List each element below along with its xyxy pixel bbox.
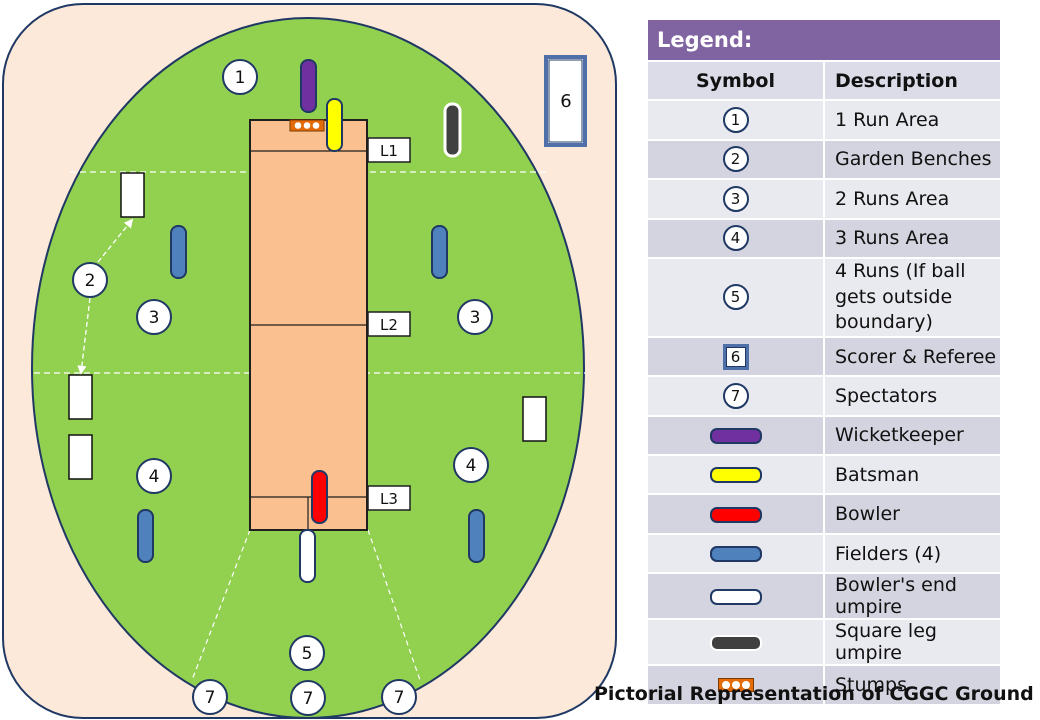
ground-diagram: L1 L2 L3 6 1 2 3 3 4 — [2, 3, 617, 719]
legend-row: Bowler — [648, 494, 1000, 535]
bowler-symbol — [709, 506, 762, 523]
area-marker-5: 5 — [289, 635, 325, 671]
legend-description: Wicketkeeper — [824, 415, 1000, 457]
garden-bench — [68, 434, 93, 480]
legend-description: Garden Benches — [824, 139, 1000, 181]
area-marker-3-right: 3 — [457, 299, 493, 335]
line-label-l3: L3 — [380, 490, 398, 508]
legend-description: Stumps — [824, 665, 1000, 706]
scorer-label: 6 — [560, 91, 571, 112]
legend-title: Legend: — [648, 20, 1000, 62]
legend-row: 7 Spectators — [648, 376, 1000, 417]
area-1-symbol: 1 — [722, 107, 749, 134]
legend-row: 5 4 Runs (If ball gets outside boundary) — [648, 257, 1000, 338]
bowler — [311, 470, 328, 524]
line-label-box-l2 — [367, 311, 411, 337]
scorer-symbol: 6 — [722, 343, 749, 370]
area-7-symbol: 7 — [722, 382, 749, 409]
area-marker-1: 1 — [222, 59, 258, 95]
legend-row: 2 Garden Benches — [648, 139, 1000, 181]
fielder — [431, 225, 448, 279]
area-marker-7-right: 7 — [381, 679, 417, 715]
legend-row: 3 2 Runs Area — [648, 179, 1000, 220]
legend-description: 1 Run Area — [824, 100, 1000, 141]
svg-text:1: 1 — [235, 68, 246, 88]
legend-row: 6 Scorer & Referee — [648, 336, 1000, 378]
garden-bench — [68, 374, 93, 420]
line-label-l2: L2 — [380, 316, 398, 334]
svg-text:5: 5 — [302, 644, 313, 664]
legend-row: Square leg umpire — [648, 619, 1000, 667]
line-label-box-l1 — [367, 137, 411, 163]
svg-text:3: 3 — [149, 308, 160, 328]
batsman-symbol — [709, 467, 762, 484]
legend-row: 4 3 Runs Area — [648, 218, 1000, 259]
svg-text:7: 7 — [394, 688, 405, 708]
area-4-symbol: 4 — [722, 225, 749, 252]
legend-description: Batsman — [824, 455, 1000, 496]
legend-description: Spectators — [824, 376, 1000, 417]
svg-text:4: 4 — [466, 456, 477, 476]
bench-arrow-up — [97, 218, 134, 263]
area-marker-7-left: 7 — [192, 679, 228, 715]
legend-row: Stumps — [648, 665, 1000, 706]
line-label-l1: L1 — [380, 142, 398, 160]
legend-row: 1 1 Run Area — [648, 100, 1000, 141]
svg-text:2: 2 — [85, 271, 96, 291]
garden-bench — [522, 396, 547, 442]
legend-description: Square leg umpire — [824, 619, 1000, 667]
legend-table: Legend: Symbol Description 1 1 Run Area … — [648, 20, 1000, 706]
legend-row: Batsman — [648, 455, 1000, 496]
garden-bench — [120, 172, 145, 218]
batsman — [326, 98, 343, 152]
legend-col-description: Description — [824, 61, 1000, 102]
area-marker-4-right: 4 — [453, 447, 489, 483]
line-label-box-l3 — [367, 485, 411, 511]
area-marker-2: 2 — [72, 262, 108, 298]
bowlers-end-umpire — [299, 529, 316, 583]
bench-arrow-down — [77, 297, 91, 375]
legend-description: 4 Runs (If ball gets outside boundary) — [824, 257, 1000, 338]
legend-col-symbol: Symbol — [648, 61, 825, 102]
wicketkeeper-symbol — [709, 427, 762, 444]
area-marker-4-left: 4 — [136, 458, 172, 494]
legend-description: 3 Runs Area — [824, 218, 1000, 259]
legend-description: 2 Runs Area — [824, 179, 1000, 220]
fielder-symbol — [709, 546, 762, 563]
square-leg-umpire-symbol — [709, 634, 762, 651]
legend-description: Scorer & Referee — [824, 336, 1000, 378]
legend-row: Bowler's end umpire — [648, 573, 1000, 621]
area-marker-7-center: 7 — [290, 680, 326, 716]
scorer-box — [544, 55, 587, 147]
area-3-symbol: 3 — [722, 185, 749, 212]
legend-description: Fielders (4) — [824, 533, 1000, 575]
diagram-caption: Pictorial Representation of CGGC Ground — [594, 683, 1034, 705]
legend-row: Wicketkeeper — [648, 415, 1000, 457]
fielder — [170, 225, 187, 279]
svg-text:3: 3 — [470, 308, 481, 328]
legend-row: Fielders (4) — [648, 533, 1000, 575]
bowlers-end-umpire-symbol — [709, 588, 762, 605]
fielder — [137, 509, 154, 563]
svg-text:4: 4 — [149, 467, 160, 487]
square-leg-umpire — [443, 102, 462, 158]
area-marker-3-left: 3 — [136, 299, 172, 335]
fielder — [468, 509, 485, 563]
area-2-symbol: 2 — [722, 146, 749, 173]
stumps-symbol — [717, 678, 754, 693]
legend-description: Bowler's end umpire — [824, 573, 1000, 621]
wicketkeeper — [300, 59, 317, 113]
svg-text:7: 7 — [205, 688, 216, 708]
legend-description: Bowler — [824, 494, 1000, 535]
svg-text:7: 7 — [303, 689, 314, 709]
area-5-symbol: 5 — [722, 284, 749, 311]
